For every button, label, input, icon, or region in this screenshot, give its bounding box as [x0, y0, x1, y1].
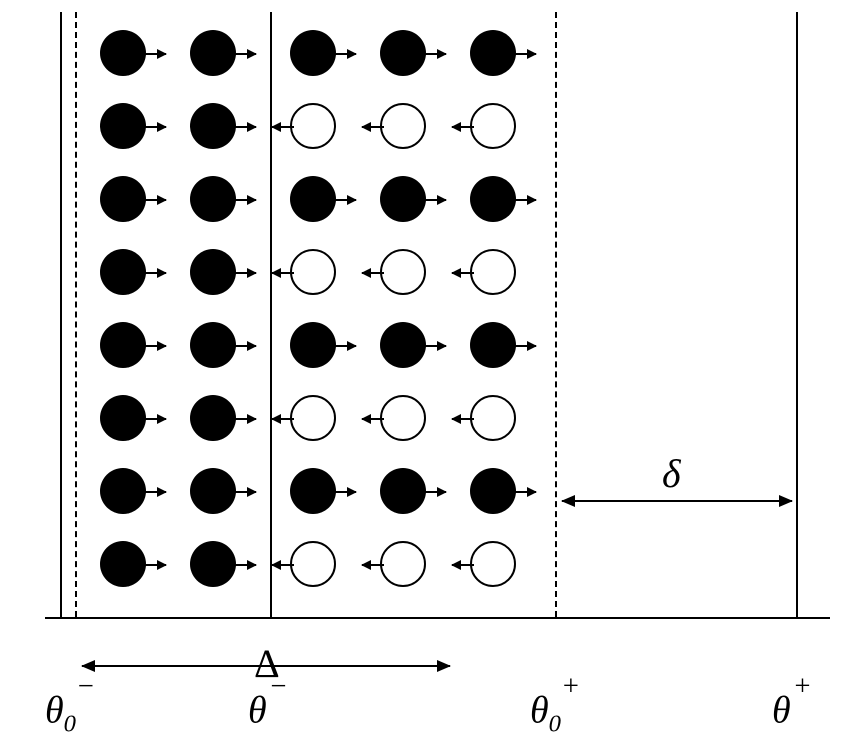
arrow-right-icon	[330, 199, 356, 201]
diagram-canvas: θ0− θ− θ0+ θ+ Δ δ	[0, 0, 843, 749]
particle-hollow	[380, 541, 426, 587]
arrow-right-icon	[230, 418, 256, 420]
label-Delta: Δ	[254, 640, 280, 687]
arrow-right-icon	[230, 53, 256, 55]
theta-plus-line	[796, 12, 798, 617]
theta-minus-line	[270, 12, 272, 617]
particle-hollow	[470, 395, 516, 441]
arrow-left-icon	[272, 126, 294, 128]
dashed-left-line	[75, 12, 77, 617]
particle-hollow	[380, 395, 426, 441]
arrow-right-icon	[510, 491, 536, 493]
arrow-left-icon	[452, 418, 474, 420]
arrow-left-icon	[362, 126, 384, 128]
arrow-left-icon	[362, 272, 384, 274]
outer-left-line	[60, 12, 62, 617]
arrow-right-icon	[140, 126, 166, 128]
arrow-left-icon	[362, 418, 384, 420]
arrow-left-icon	[452, 272, 474, 274]
arrow-right-icon	[420, 491, 446, 493]
label-theta0-plus: θ0+	[530, 685, 580, 738]
small-delta-arrow	[562, 500, 792, 502]
arrow-right-icon	[140, 272, 166, 274]
arrow-left-icon	[452, 126, 474, 128]
arrow-right-icon	[330, 53, 356, 55]
particle-hollow	[470, 541, 516, 587]
arrow-right-icon	[420, 199, 446, 201]
arrow-left-icon	[272, 418, 294, 420]
label-delta: δ	[662, 450, 681, 497]
label-theta0-minus: θ0−	[45, 685, 95, 738]
arrow-right-icon	[230, 272, 256, 274]
arrow-right-icon	[330, 345, 356, 347]
arrow-left-icon	[452, 564, 474, 566]
arrow-right-icon	[140, 418, 166, 420]
arrow-right-icon	[510, 199, 536, 201]
particle-hollow	[470, 249, 516, 295]
arrow-right-icon	[140, 53, 166, 55]
dashed-right-line	[555, 12, 557, 617]
particle-hollow	[380, 103, 426, 149]
arrow-left-icon	[272, 272, 294, 274]
label-theta-minus: θ−	[248, 685, 286, 733]
arrow-right-icon	[230, 199, 256, 201]
arrow-right-icon	[330, 491, 356, 493]
arrow-right-icon	[140, 491, 166, 493]
arrow-left-icon	[272, 564, 294, 566]
arrow-right-icon	[230, 126, 256, 128]
arrow-right-icon	[510, 345, 536, 347]
particle-hollow	[290, 395, 336, 441]
arrow-right-icon	[140, 345, 166, 347]
particle-hollow	[290, 541, 336, 587]
arrow-right-icon	[230, 491, 256, 493]
arrow-right-icon	[420, 345, 446, 347]
arrow-right-icon	[140, 199, 166, 201]
arrow-right-icon	[510, 53, 536, 55]
baseline	[45, 617, 830, 619]
arrow-right-icon	[230, 564, 256, 566]
label-theta-plus: θ+	[772, 685, 810, 733]
particle-hollow	[380, 249, 426, 295]
particle-hollow	[470, 103, 516, 149]
arrow-right-icon	[230, 345, 256, 347]
particle-hollow	[290, 249, 336, 295]
arrow-right-icon	[140, 564, 166, 566]
arrow-left-icon	[362, 564, 384, 566]
particle-hollow	[290, 103, 336, 149]
arrow-right-icon	[420, 53, 446, 55]
